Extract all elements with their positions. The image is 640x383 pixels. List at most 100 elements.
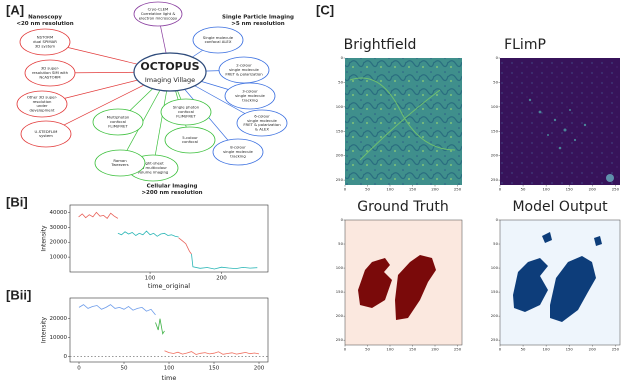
y-tick-label: 100 [336,265,344,270]
node-text: confocal [178,109,194,114]
node-text: >200 nm resolution [141,190,202,196]
node-text: Correlative light & [141,11,176,16]
node-text: Raman [113,158,127,163]
node-text: U-STEDFLIM [35,129,58,134]
x-tick-label: 100 [386,187,394,192]
y-tick-label: 200 [491,313,499,318]
x-tick-label: 50 [521,187,526,192]
node-text: Light-sheet [142,161,164,166]
y-tick-label: 50 [338,241,343,246]
x-tick-label: 250 [612,347,620,352]
node [92,108,144,136]
y-tick-label: 50 [493,241,498,246]
x-tick-label: 100 [164,366,175,372]
y-tick-label: 100 [491,104,499,109]
hub-title: OCTOPUS [140,60,199,73]
plot-frame [69,204,269,273]
x-tick-label: 50 [365,347,370,352]
y-tick-label: 20000 [50,240,68,246]
x-tick-label: 200 [254,366,265,372]
x-tick-label: 150 [409,187,417,192]
node [20,120,72,148]
x-tick-label: 100 [543,347,551,352]
node-text: single molecule [235,93,265,98]
x-tick-label: 50 [365,187,370,192]
node-text: resolution SIM with [32,70,69,75]
y-tick-label: 150 [336,289,344,294]
node-text: confocal [182,139,198,144]
y-tick-label: 200 [336,313,344,318]
y-tick-label: 250 [491,177,499,182]
node-text: Single photon [173,105,200,110]
image-title: Brightfield [344,37,417,53]
y-tick-label: 150 [336,128,344,133]
y-tick-label: 0 [341,217,344,222]
panel-label: [Bi] [6,194,28,209]
x-tick-label: 0 [499,187,502,192]
node-text: 3D system [35,43,56,48]
node-text: confocal ALEX [205,39,232,44]
x-tick-label: 150 [209,366,220,372]
y-tick-label: 150 [491,289,499,294]
hub-subtitle: Imaging Village [145,76,195,84]
node-text: single molecule [229,67,259,72]
node-text: tracking [230,153,246,158]
x-tick-label: 250 [612,187,620,192]
hub [133,52,207,92]
node [212,138,264,166]
x-tick-label: 0 [77,366,81,372]
node-text: 3-colour [242,89,258,94]
x-tick-label: 0 [344,347,347,352]
node-text: 6-colour [254,113,270,118]
trace [155,318,165,335]
node-text: 3D multicolour [139,165,167,170]
y-tick-label: 250 [336,177,344,182]
panel-label: [A] [6,2,24,17]
x-tick-label: 0 [499,347,502,352]
node-text: FLIM/FRET [108,123,128,128]
y-tick-label: 20000 [50,316,68,322]
y-tick-label: 40000 [50,210,68,216]
node-text: Cryo-CLEM [148,7,169,12]
x-axis-label: time_original [148,282,190,290]
panel-label: [C] [316,2,334,17]
y-tick-label: 30000 [50,225,68,231]
node-text: Multiphoton [107,115,130,120]
x-tick-label: 100 [145,276,156,282]
x-tick-label: 150 [409,347,417,352]
node-text: <20 nm resolution [16,21,73,27]
node-text: NSTORM [37,35,53,40]
y-tick-label: 100 [491,265,499,270]
x-tick-label: 150 [566,347,574,352]
x-tick-label: 250 [454,187,462,192]
cell-edge [349,77,456,161]
trace [78,304,156,316]
predicted-mask [513,232,602,322]
brightfield-image [345,58,462,185]
node-text: single molecule [247,118,277,123]
node-text: NcASTORM [39,74,60,79]
node-text: Other 3D super- [27,94,58,99]
x-tick-label: 200 [589,347,597,352]
x-tick-label: 200 [431,347,439,352]
x-axis-label: time [162,374,177,382]
node-text: & ALEX [255,127,269,132]
trace [78,211,119,219]
x-tick-label: 100 [386,347,394,352]
y-tick-label: 0 [64,354,68,360]
node [160,98,212,126]
node-text: system [39,133,53,138]
node-text: 8-colour [230,145,246,150]
trace [164,350,260,355]
node-text: single molecule [223,149,253,154]
node [224,82,276,110]
flimp-signal [528,98,614,182]
node-text: FRET & polarization [243,122,281,127]
node-text: resolution [33,99,52,104]
y-tick-label: 10000 [50,335,68,341]
y-tick-label: 0 [496,55,499,60]
flimp-image [500,58,620,185]
node-text: FRET & polarization [225,71,263,76]
node-text: tracking [242,97,258,102]
